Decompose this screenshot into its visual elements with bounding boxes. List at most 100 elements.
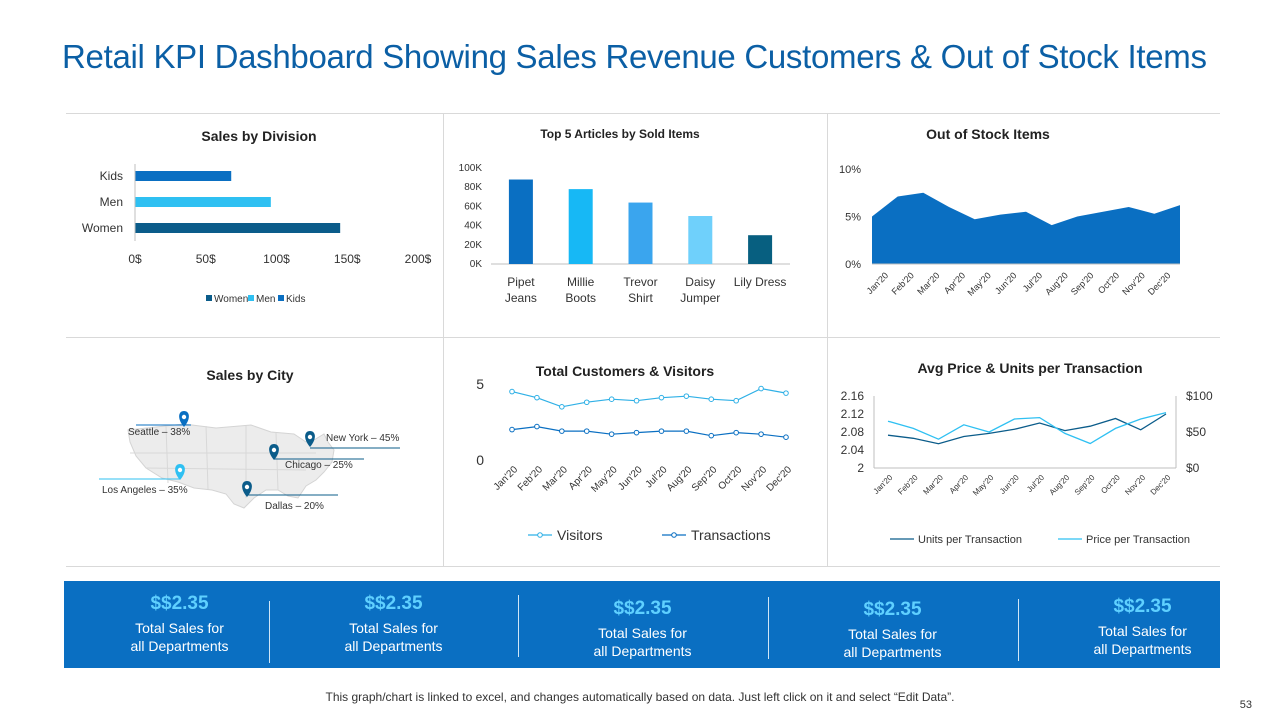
legend-marker [671,532,677,538]
usa-map-shape [127,423,335,509]
sales-by-city-map[interactable]: Sales by City Seattle – 38% New York – 45%… [66,338,443,566]
kpi-label: all Departments [344,638,443,654]
y-tick-label-left: 2.12 [841,407,865,421]
data-point [583,428,590,434]
x-category-label: Lily Dress [734,275,787,289]
y-tick-label-right: $0 [1186,461,1200,475]
divider [66,337,1220,338]
x-tick-label: Mar'20 [921,473,945,497]
kpi-card[interactable]: $$2.35 Total Sales for all Departments [1027,584,1258,671]
x-tick-label: Aug'20 [1048,473,1072,497]
legend-label: Women [214,294,248,305]
x-tick-label: Aug'20 [1043,270,1070,297]
divider [827,113,828,566]
x-tick-label: Feb'20 [896,473,920,497]
chart-title: Top 5 Articles by Sold Items [540,127,700,141]
data-point [509,426,515,433]
axis-category-label: Men [100,195,123,209]
kpi-card[interactable]: $$2.35 Total Sales for all Departments [777,587,1008,674]
kpi-card[interactable]: $$2.35 Total Sales for all Departments [64,581,295,668]
x-tick-label: Jul'20 [1025,473,1046,494]
y-tick-label: 100K [459,163,483,174]
axis-category-label: Kids [100,169,123,183]
x-tick-label: Jun'20 [998,473,1021,496]
location-pin-dot [271,447,277,453]
chart-title: Avg Price & Units per Transaction [917,360,1142,376]
footer-note: This graph/chart is linked to excel, and… [325,690,955,704]
x-tick-label: Jan'20 [872,473,895,496]
x-tick-label: Dec'20 [1149,473,1173,497]
city-label: New York – 45% [326,433,399,444]
y-tick-label: 0 [476,452,484,468]
top-articles-chart[interactable]: Top 5 Articles by Sold Items 0K 20K 40K 60K 8… [444,114,827,336]
location-pin-dot [177,467,183,473]
out-of-stock-chart[interactable]: Out of Stock Items 0% 5% 10% Jan'20 Feb'20 Mar… [828,114,1220,336]
kpi-card[interactable]: $$2.35 Total Sales for all Departments [527,586,758,673]
x-tick-label: May'20 [971,473,996,498]
bar [508,179,533,264]
x-tick-label: Jun'20 [616,464,645,493]
x-tick-label: Nov'20 [740,464,770,494]
x-tick-label: Dec'20 [765,464,795,494]
data-point [783,390,789,396]
data-point [559,428,565,434]
legend-label: Kids [286,294,305,305]
chart-title: Out of Stock Items [926,126,1050,142]
kpi-separator [518,595,519,657]
kpi-band: $$2.35 Total Sales for all Departments $$… [64,581,1220,668]
page-title: Retail KPI Dashboard Showing Sales Reven… [62,38,1207,75]
location-pin-dot [244,484,250,490]
kpi-value: $$2.35 [1113,596,1172,617]
sales-by-division-chart[interactable]: Sales by Division Kids Men Women 0$ 50$ 100$ 15… [66,114,443,336]
data-point [658,428,665,434]
bar-women [135,223,341,233]
state-border [165,425,169,484]
data-point [509,388,515,395]
x-tick-label: Jan'20 [492,464,521,493]
divider [66,113,1220,114]
data-point [708,432,715,439]
y-tick-label-left: 2 [857,461,864,475]
y-tick-label-left: 2.16 [841,389,865,403]
y-tick-label: 20K [464,240,482,251]
x-category-label: Pipet [507,275,535,289]
x-tick-label: 200$ [405,252,432,266]
kpi-card[interactable]: $$2.35 Total Sales for all Departments [278,581,509,668]
data-point [683,393,690,399]
line-series [887,413,1167,445]
kpi-label: Total Sales for [349,620,438,636]
city-label: Los Angeles – 35% [102,485,188,496]
data-point [783,434,789,440]
line-series-transactions [511,425,787,438]
x-tick-label: 0$ [128,252,142,266]
axis-category-label: Women [82,221,123,235]
avg-price-chart[interactable]: Avg Price & Units per Transaction 2 2.04 2.… [828,338,1220,566]
bar [628,202,653,264]
data-point [758,385,764,392]
y-tick-label: 60K [464,201,482,212]
city-label: Seattle – 38% [128,427,190,438]
legend-label: Units per Transaction [918,534,1022,546]
kpi-separator [768,597,769,659]
data-point [559,404,565,410]
data-point [608,396,615,403]
kpi-value: $$2.35 [863,599,922,620]
x-tick-label: 100$ [263,252,290,266]
x-tick-label: Sep'20 [690,464,720,494]
chart-title: Total Customers & Visitors [536,363,715,379]
data-point [534,394,540,401]
x-tick-label: Sep'20 [1073,473,1097,497]
x-tick-label: Oct'20 [1099,473,1122,496]
data-point [534,423,540,430]
data-point [733,397,739,404]
kpi-label: Total Sales for [598,625,687,641]
x-category-label: Shirt [628,291,653,305]
legend-marker [537,532,543,538]
x-tick-label: May'20 [589,464,620,495]
total-customers-chart[interactable]: Total Customers & Visitors 0 5 Jan'20Feb'20… [444,338,827,566]
x-tick-label: May'20 [966,270,993,297]
line-series-visitors [511,387,787,408]
x-tick-label: Mar'20 [541,464,570,493]
kpi-separator [269,601,270,663]
legend-swatch [206,295,212,301]
